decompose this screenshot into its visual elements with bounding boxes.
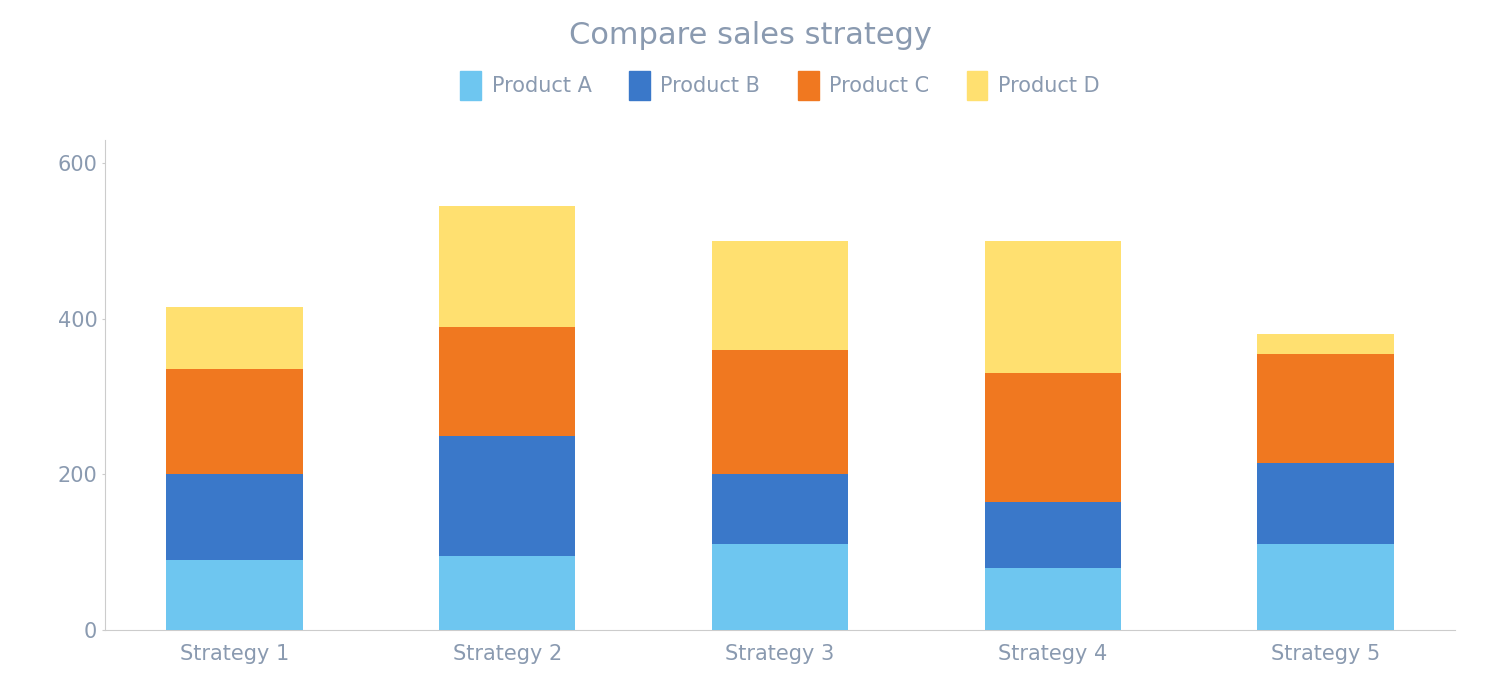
Bar [440, 327, 576, 435]
Legend: Product A, Product B, Product C, Product D: Product A, Product B, Product C, Product… [452, 62, 1108, 108]
Text: Compare sales strategy: Compare sales strategy [568, 21, 932, 50]
Bar [984, 373, 1120, 502]
Bar [166, 560, 303, 630]
Bar [712, 241, 848, 350]
Bar [1257, 463, 1394, 545]
Bar [440, 435, 576, 556]
Bar [440, 556, 576, 630]
Bar [166, 307, 303, 370]
Bar [984, 241, 1120, 373]
Bar [166, 370, 303, 475]
Bar [440, 206, 576, 327]
Bar [712, 350, 848, 475]
Bar [1257, 545, 1394, 630]
Bar [1257, 335, 1394, 354]
Bar [1257, 354, 1394, 463]
Bar [984, 502, 1120, 568]
Bar [712, 475, 848, 545]
Bar [166, 475, 303, 560]
Bar [712, 545, 848, 630]
Bar [984, 568, 1120, 630]
